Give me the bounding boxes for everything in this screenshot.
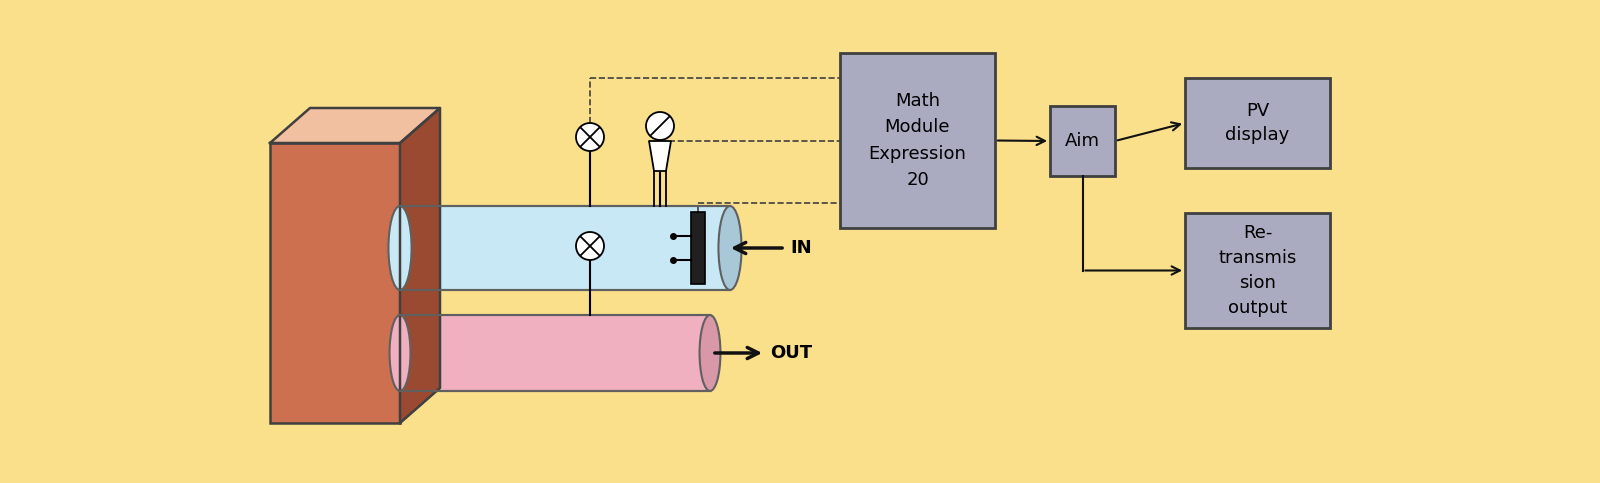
Bar: [840, 53, 995, 228]
Text: Math
Module
Expression
20: Math Module Expression 20: [869, 92, 966, 189]
Bar: [1186, 213, 1330, 328]
Text: PV
display: PV display: [1226, 101, 1290, 144]
Circle shape: [576, 123, 605, 151]
Text: Re-
transmis
sion
output: Re- transmis sion output: [1218, 224, 1296, 317]
Circle shape: [576, 232, 605, 260]
Ellipse shape: [389, 206, 411, 290]
Text: Aim: Aim: [1066, 132, 1101, 150]
Bar: [400, 315, 710, 391]
Bar: [1050, 106, 1115, 176]
Circle shape: [646, 112, 674, 140]
Text: IN: IN: [790, 239, 811, 257]
Polygon shape: [270, 108, 440, 143]
Ellipse shape: [718, 206, 741, 290]
Bar: [400, 206, 730, 290]
Ellipse shape: [389, 315, 411, 391]
Bar: [270, 143, 400, 423]
Polygon shape: [650, 141, 670, 171]
Text: OUT: OUT: [770, 344, 813, 362]
Bar: [691, 213, 706, 284]
Bar: [1186, 78, 1330, 168]
Polygon shape: [400, 108, 440, 423]
Ellipse shape: [699, 315, 720, 391]
